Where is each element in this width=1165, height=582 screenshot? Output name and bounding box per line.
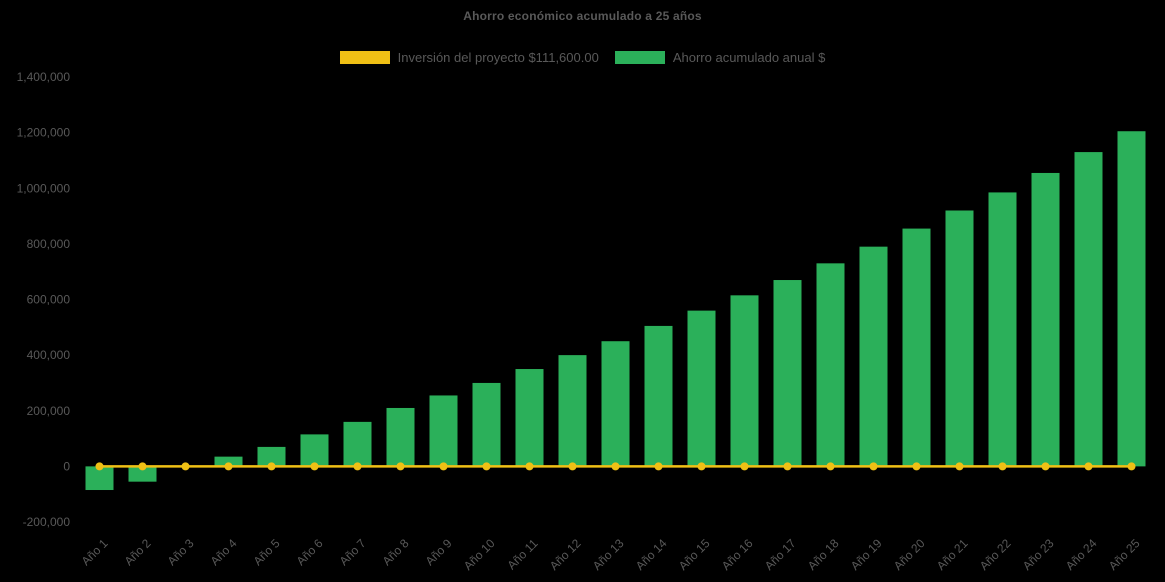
legend-item-savings: Ahorro acumulado anual $ (614, 50, 826, 65)
bar-ahorro-acumulado (1074, 152, 1103, 467)
y-axis-tick-label: 1,000,000 (17, 181, 71, 195)
investment-line-marker (869, 462, 878, 471)
bar-ahorro-acumulado (773, 280, 802, 467)
x-axis-tick-label: Año 10 (461, 536, 498, 573)
bar-ahorro-acumulado (730, 295, 759, 467)
x-axis-tick-label: Año 18 (805, 536, 842, 573)
chart-title: Ahorro económico acumulado a 25 años (463, 9, 702, 23)
x-axis-tick-label: Año 16 (719, 536, 756, 573)
bar-ahorro-acumulado (472, 382, 501, 467)
x-axis-tick-label: Año 25 (1106, 536, 1143, 573)
investment-line-marker (396, 462, 405, 471)
legend-swatch-investment (339, 51, 390, 64)
x-axis-tick-label: Año 20 (891, 536, 928, 573)
x-axis-tick-label: Año 3 (165, 536, 197, 568)
bar-ahorro-acumulado (300, 434, 329, 467)
bar-ahorro-acumulado (386, 407, 415, 467)
investment-line-marker (912, 462, 921, 471)
x-axis-tick-label: Año 17 (762, 536, 799, 573)
bar-ahorro-acumulado (515, 369, 544, 467)
bar-ahorro-acumulado (85, 466, 114, 491)
x-axis-tick-label: Año 5 (251, 536, 283, 568)
bar-ahorro-acumulado (859, 246, 888, 467)
bar-ahorro-acumulado (816, 263, 845, 467)
investment-line-marker (267, 462, 276, 471)
investment-line-marker (95, 462, 104, 471)
legend-swatch-savings (614, 51, 665, 64)
y-axis-tick-label: -200,000 (23, 515, 71, 529)
bar-ahorro-acumulado (902, 228, 931, 467)
x-axis-tick-label: Año 21 (934, 536, 971, 573)
bar-ahorro-acumulado (1031, 172, 1060, 467)
y-axis-tick-label: 400,000 (27, 348, 71, 362)
legend-label-savings: Ahorro acumulado anual $ (672, 50, 826, 65)
investment-line-marker (525, 462, 534, 471)
investment-line-marker (1127, 462, 1136, 471)
x-axis-tick-label: Año 22 (977, 536, 1014, 573)
x-axis-tick-label: Año 6 (294, 536, 326, 568)
bar-ahorro-acumulado (687, 310, 716, 467)
x-axis-tick-label: Año 2 (122, 536, 154, 568)
investment-line-marker (783, 462, 792, 471)
investment-line-marker (181, 462, 190, 471)
y-axis-tick-label: 1,400,000 (17, 70, 71, 84)
x-axis-tick-label: Año 15 (676, 536, 713, 573)
legend-label-investment: Inversión del proyecto $111,600.00 (397, 50, 599, 65)
investment-line-marker (697, 462, 706, 471)
x-axis-tick-label: Año 8 (380, 536, 412, 568)
bar-ahorro-acumulado (257, 446, 286, 467)
investment-line-marker (1084, 462, 1093, 471)
y-axis-tick-label: 1,200,000 (17, 126, 71, 140)
x-axis-tick-label: Año 1 (79, 536, 111, 568)
bar-ahorro-acumulado (128, 466, 157, 482)
legend: Inversión del proyecto $111,600.00 Ahorr… (0, 50, 1165, 65)
investment-line-marker (998, 462, 1007, 471)
investment-line-marker (1041, 462, 1050, 471)
x-axis-tick-label: Año 23 (1020, 536, 1057, 573)
y-axis-tick-label: 200,000 (27, 404, 71, 418)
bar-ahorro-acumulado (343, 421, 372, 467)
investment-line-marker (353, 462, 362, 471)
investment-line-marker (568, 462, 577, 471)
bar-ahorro-acumulado (1117, 131, 1146, 467)
bar-ahorro-acumulado (988, 192, 1017, 467)
bar-ahorro-acumulado (601, 341, 630, 467)
investment-line-marker (439, 462, 448, 471)
y-axis-tick-label: 600,000 (27, 293, 71, 307)
bar-ahorro-acumulado (644, 325, 673, 467)
investment-line-marker (310, 462, 319, 471)
investment-line-marker (654, 462, 663, 471)
x-axis-tick-label: Año 4 (208, 536, 240, 568)
x-axis-tick-label: Año 13 (590, 536, 627, 573)
y-axis-tick-label: 800,000 (27, 237, 71, 251)
investment-line-marker (826, 462, 835, 471)
bar-ahorro-acumulado (214, 456, 243, 467)
x-axis-tick-label: Año 11 (504, 536, 540, 572)
bar-ahorro-acumulado (945, 210, 974, 467)
bar-ahorro-acumulado (558, 355, 587, 467)
x-axis-tick-label: Año 14 (633, 536, 670, 573)
x-axis-tick-label: Año 9 (423, 536, 455, 568)
x-axis-tick-label: Año 19 (848, 536, 885, 573)
y-axis-tick-label: 0 (63, 459, 70, 473)
bar-ahorro-acumulado (429, 395, 458, 467)
investment-line-marker (224, 462, 233, 471)
investment-line-marker (955, 462, 964, 471)
x-axis-tick-label: Año 7 (337, 536, 369, 568)
x-axis-tick-label: Año 24 (1063, 536, 1100, 573)
investment-line-marker (482, 462, 491, 471)
investment-line-marker (740, 462, 749, 471)
investment-line-marker (611, 462, 620, 471)
investment-line-marker (138, 462, 147, 471)
legend-item-investment: Inversión del proyecto $111,600.00 (339, 50, 599, 65)
x-axis-tick-label: Año 12 (547, 536, 584, 573)
